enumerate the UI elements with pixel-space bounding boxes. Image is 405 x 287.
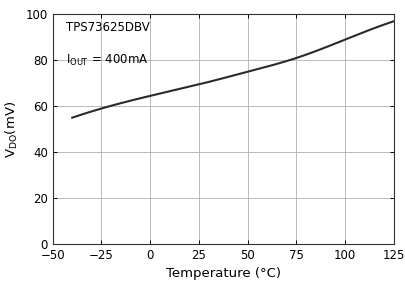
Y-axis label: V$_\mathregular{DO}$(mV): V$_\mathregular{DO}$(mV) — [4, 100, 20, 158]
Text: TPS73625DBV: TPS73625DBV — [66, 21, 150, 34]
X-axis label: Temperature (°C): Temperature (°C) — [165, 267, 280, 280]
Text: I$_\mathregular{OUT}$ = 400mA: I$_\mathregular{OUT}$ = 400mA — [66, 53, 149, 69]
